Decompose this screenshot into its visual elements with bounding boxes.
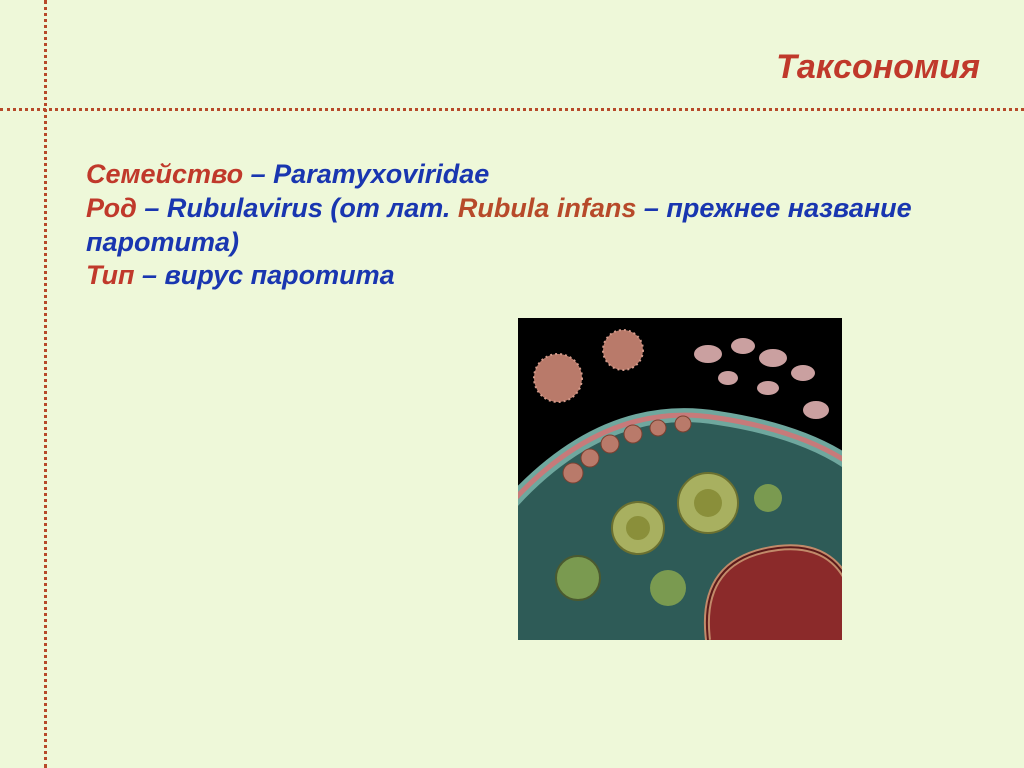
virus-illustration <box>518 318 842 640</box>
type-label: Тип <box>86 260 134 290</box>
taxonomy-text-block: Семейство – Paramyxoviridae Род – Rubula… <box>86 158 956 293</box>
slide-title: Таксономия <box>776 48 980 87</box>
family-label: Семейство <box>86 159 243 189</box>
type-value: – вирус паротита <box>134 260 394 290</box>
genus-line: Род – Rubulavirus (от лат. Rubula infans… <box>86 192 956 260</box>
genus-latin: Rubula infans <box>458 193 637 223</box>
family-value: – Paramyxoviridae <box>243 159 489 189</box>
horizontal-guide-line <box>0 108 1024 111</box>
type-line: Тип – вирус паротита <box>86 259 956 293</box>
genus-value: – Rubulavirus <box>137 193 331 223</box>
family-line: Семейство – Paramyxoviridae <box>86 158 956 192</box>
genus-label: Род <box>86 193 137 223</box>
vertical-guide-line <box>44 0 47 768</box>
genus-note-prefix: (от лат. <box>330 193 457 223</box>
